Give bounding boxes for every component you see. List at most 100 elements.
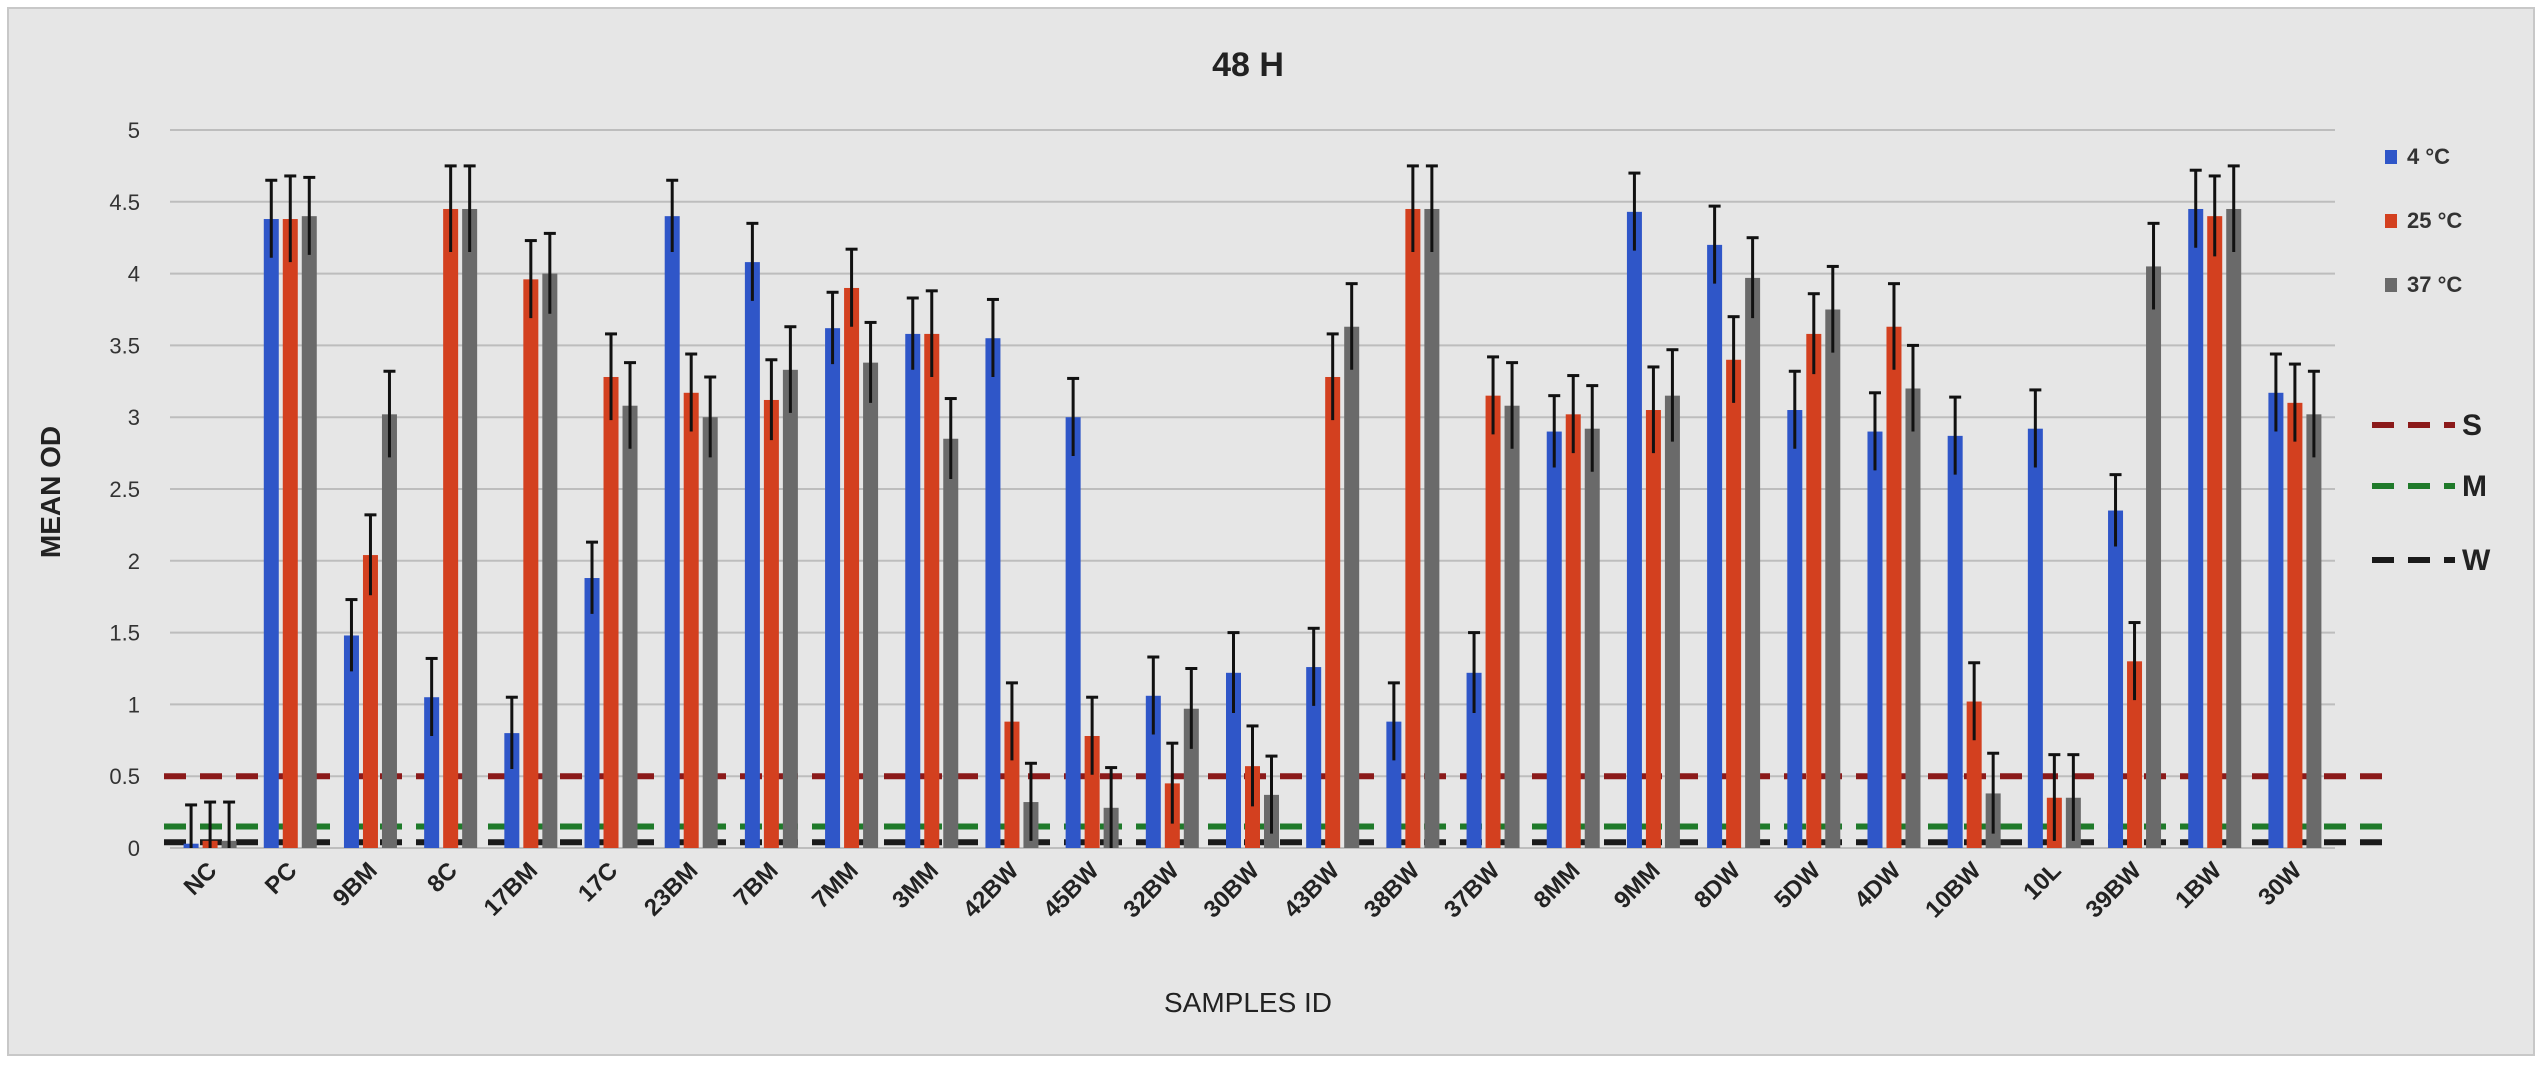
bar-4DW-series-2	[1905, 388, 1921, 848]
bar-39BW-series-0	[2108, 510, 2124, 848]
bar-38BW-series-2	[1424, 208, 1440, 849]
legend-swatch-0	[2385, 150, 2397, 164]
bar-30BW-series-1	[1245, 766, 1260, 848]
y-tick-label: 4	[128, 262, 140, 287]
y-tick-label: 3.5	[109, 333, 140, 358]
bar-43BW-series-1	[1325, 376, 1341, 848]
bar-39BW-series-1	[2127, 661, 2143, 848]
bar-1BW-series-1	[2207, 216, 2223, 848]
legend-label-2: 37 °C	[2407, 272, 2462, 297]
bar-1BW-series-0	[2188, 208, 2204, 849]
reference-legend-label-W: W	[2462, 544, 2491, 577]
error-bars	[185, 164, 2320, 848]
bar-39BW-series-2	[2146, 266, 2162, 848]
y-tick-label: 3	[128, 405, 140, 430]
x-axis-label: SAMPLES ID	[1164, 987, 1332, 1018]
legend: 4 °C 25 °C 37 °C	[2385, 144, 2462, 297]
bar-3MM-series-1	[924, 333, 940, 848]
bar-17C-series-1	[603, 376, 619, 848]
bar-32BW-series-2	[1183, 708, 1199, 848]
bar-37BW-series-1	[1485, 395, 1501, 848]
y-tick-label: 4.5	[109, 190, 140, 215]
bar-9BM-series-1	[362, 555, 378, 848]
reference-legend: SM W	[2372, 409, 2491, 577]
chart-title: 48 H	[1212, 46, 1284, 84]
legend-label-1: 25 °C	[2407, 208, 2462, 233]
bar-3MM-series-0	[905, 333, 921, 848]
bar-3MM-series-2	[943, 438, 959, 848]
bar-9BM-series-0	[343, 635, 359, 848]
bar-7BM-series-2	[782, 369, 798, 848]
bar-37BW-series-2	[1504, 405, 1520, 848]
bar-7BM-series-1	[763, 399, 779, 848]
legend-label-0: 4 °C	[2407, 144, 2450, 169]
legend-swatch-1	[2385, 214, 2397, 228]
bar-9MM-series-1	[1645, 410, 1661, 848]
y-tick-label: 0.5	[109, 764, 140, 789]
bar-8MM-series-1	[1565, 414, 1581, 848]
bar-17BM-series-2	[542, 273, 558, 849]
y-tick-label: 1.5	[109, 621, 140, 646]
bar-10BW-series-0	[1947, 435, 1963, 848]
bar-23BM-series-0	[664, 216, 680, 848]
bar-8MM-series-2	[1584, 428, 1600, 848]
bar-10BW-series-1	[1966, 701, 1982, 848]
bar-8DW-series-2	[1745, 277, 1761, 849]
bar-5DW-series-0	[1787, 410, 1803, 848]
bar-8DW-series-1	[1726, 359, 1742, 848]
bar-17C-series-0	[584, 578, 600, 848]
bar-7MM-series-0	[825, 328, 841, 849]
bar-4DW-series-1	[1886, 326, 1902, 848]
bar-38BW-series-1	[1405, 208, 1421, 849]
bar-PC-series-1	[282, 219, 298, 849]
bar-PC-series-2	[301, 216, 317, 848]
bar-8C-series-2	[462, 208, 478, 849]
bar-37BW-series-0	[1466, 672, 1482, 848]
bar-5DW-series-1	[1806, 333, 1822, 848]
y-tick-label: 5	[128, 118, 140, 143]
bar-42BW-series-0	[985, 338, 1001, 848]
y-tick-label: 2	[128, 549, 140, 574]
bars	[183, 208, 2322, 849]
bar-17BM-series-1	[523, 279, 539, 848]
bar-42BW-series-1	[1004, 721, 1020, 848]
bar-9MM-series-2	[1664, 395, 1680, 848]
bar-8DW-series-0	[1707, 244, 1723, 848]
bar-45BW-series-0	[1065, 417, 1081, 848]
bar-7MM-series-2	[863, 362, 879, 848]
bar-43BW-series-2	[1344, 326, 1360, 848]
bar-9MM-series-0	[1626, 211, 1642, 849]
bar-5DW-series-2	[1825, 309, 1841, 848]
reference-legend-label-S: S	[2462, 409, 2482, 442]
bar-23BM-series-2	[702, 417, 718, 848]
bar-17BM-series-0	[504, 733, 520, 848]
bar-38BW-series-0	[1386, 721, 1402, 848]
bar-4DW-series-0	[1867, 431, 1883, 848]
bar-30BW-series-0	[1226, 672, 1241, 848]
bar-30W-series-1	[2287, 402, 2303, 848]
legend-swatch-2	[2385, 278, 2397, 292]
bar-7MM-series-1	[844, 287, 860, 849]
y-axis-label: MEAN OD	[35, 426, 66, 558]
bar-9BM-series-2	[381, 414, 397, 848]
reference-legend-label-M: M	[2462, 470, 2487, 503]
bar-17C-series-2	[622, 405, 638, 848]
bar-8C-series-0	[424, 697, 440, 848]
bar-10L-series-0	[2027, 428, 2043, 848]
bar-32BW-series-0	[1145, 695, 1161, 848]
y-tick-label: 2.5	[109, 477, 140, 502]
bar-PC-series-0	[263, 219, 279, 849]
bar-7BM-series-0	[744, 262, 760, 848]
y-tick-label: 1	[128, 692, 140, 717]
y-axis-ticks: 0 0.5 1 1.5 2 2.5 3 3.5 4 4.5 5	[109, 118, 140, 861]
bar-1BW-series-2	[2226, 208, 2242, 849]
bar-30W-series-2	[2306, 414, 2322, 848]
bar-30W-series-0	[2268, 392, 2284, 848]
bar-45BW-series-1	[1084, 735, 1100, 848]
bar-43BW-series-0	[1306, 667, 1322, 848]
bar-8MM-series-0	[1546, 431, 1562, 848]
bar-23BM-series-1	[683, 392, 699, 848]
bar-8C-series-1	[443, 208, 459, 849]
